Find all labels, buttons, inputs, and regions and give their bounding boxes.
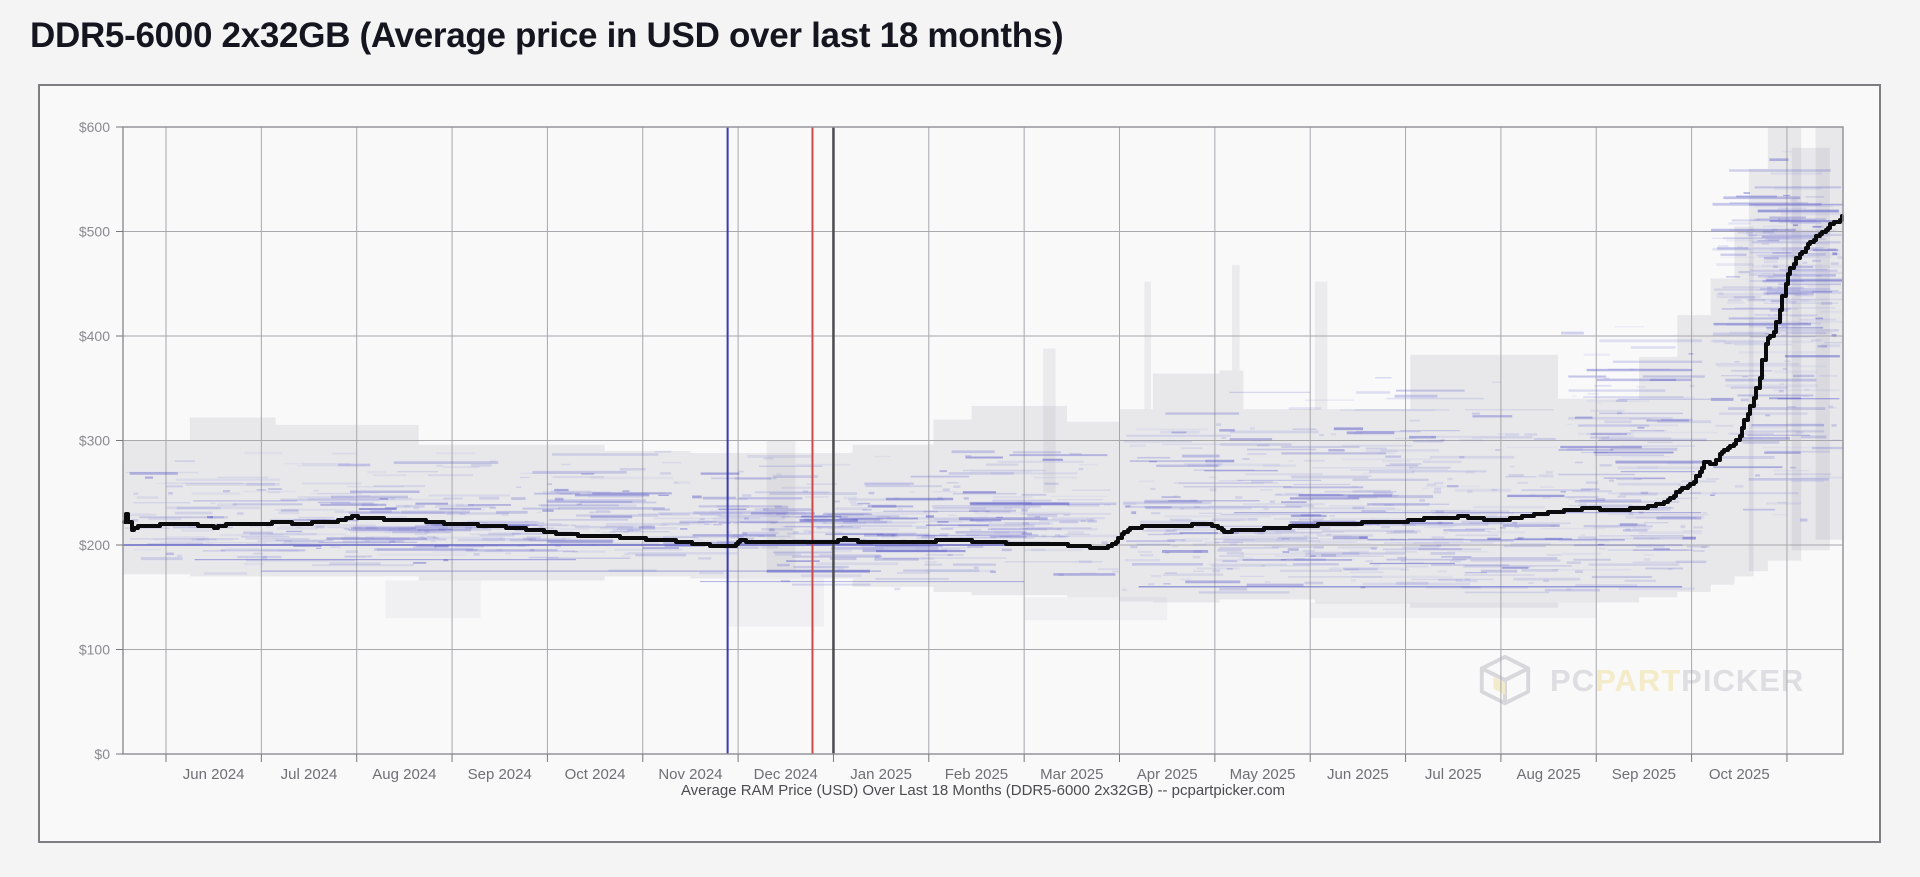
x-axis-month-label: Jun 2025 xyxy=(1327,766,1389,783)
x-axis-month-label: Jul 2024 xyxy=(281,766,338,783)
chart-card xyxy=(38,84,1881,843)
x-axis-month-label: Oct 2025 xyxy=(1709,766,1770,783)
y-axis-tick-label: $200 xyxy=(79,537,110,553)
y-axis-labels: $600 $500 $400 $300 $200 $100 $0 xyxy=(79,119,110,762)
y-axis-tick-label: $400 xyxy=(79,328,110,344)
y-axis-tick-label: $0 xyxy=(94,746,110,762)
y-axis-tick-label: $300 xyxy=(79,433,110,449)
watermark-part: PART xyxy=(1595,663,1682,698)
axes-layer xyxy=(116,126,1844,762)
x-axis-month-label: Sep 2024 xyxy=(468,766,532,783)
x-axis-month-label: Sep 2025 xyxy=(1612,766,1676,783)
page-title: DDR5-6000 2x32GB (Average price in USD o… xyxy=(30,16,1064,55)
x-axis-month-label: Jun 2024 xyxy=(183,766,245,783)
average-price-line xyxy=(122,214,1844,550)
x-axis-month-label: Jan 2025 xyxy=(850,766,912,783)
x-axis-month-label: Jul 2025 xyxy=(1425,766,1482,783)
x-axis-month-label: Apr 2025 xyxy=(1137,766,1198,783)
x-axis-month-label: Aug 2024 xyxy=(372,766,436,783)
x-axis-month-label: Mar 2025 xyxy=(1040,766,1103,783)
grid-layer xyxy=(123,127,1843,754)
y-axis-tick-label: $100 xyxy=(79,642,110,658)
price-band-layer xyxy=(123,127,1843,627)
price-scatter-layer xyxy=(123,150,1843,594)
x-axis-month-label: Oct 2024 xyxy=(565,766,626,783)
chart-caption: Average RAM Price (USD) Over Last 18 Mon… xyxy=(680,782,1286,799)
pcpartpicker-watermark: PCPARTPICKER xyxy=(1476,650,1804,712)
x-axis-month-label: Nov 2024 xyxy=(658,766,722,783)
y-axis-tick-label: $600 xyxy=(79,119,110,135)
pcpartpicker-watermark-text: PCPARTPICKER xyxy=(1550,663,1804,699)
x-axis-month-label: May 2025 xyxy=(1230,766,1296,783)
x-axis-month-label: Feb 2025 xyxy=(945,766,1008,783)
x-axis-month-label: Aug 2025 xyxy=(1516,766,1580,783)
x-axis-labels: Jun 2024 Jul 2024 Aug 2024 Sep 2024 Oct 2024… xyxy=(183,766,1770,783)
pcpartpicker-logo-cube-icon xyxy=(1479,654,1531,706)
event-markers-layer xyxy=(726,127,835,754)
x-axis-month-label: Dec 2024 xyxy=(754,766,818,783)
y-axis-tick-label: $500 xyxy=(79,224,110,240)
watermark-picker: PICKER xyxy=(1681,663,1805,698)
watermark-pc: PC xyxy=(1550,663,1596,698)
